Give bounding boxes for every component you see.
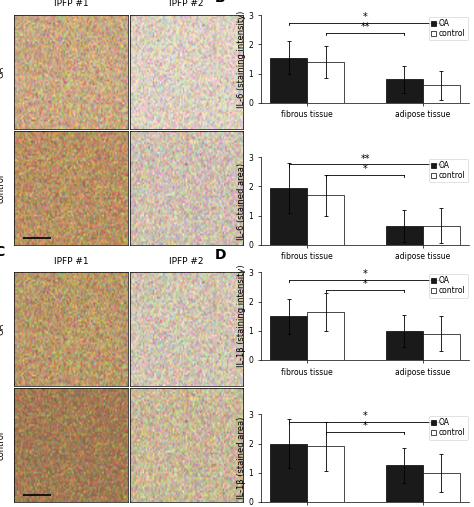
Bar	[307, 62, 344, 103]
Text: A: A	[0, 0, 5, 2]
Bar	[270, 316, 307, 360]
Bar	[386, 331, 423, 360]
Text: control: control	[0, 430, 5, 460]
Text: IPFP #2: IPFP #2	[169, 257, 204, 266]
Bar	[423, 85, 460, 103]
Text: *: *	[363, 269, 367, 279]
Y-axis label: IL-6 (stained area): IL-6 (stained area)	[237, 162, 246, 239]
Text: OA: OA	[0, 66, 5, 78]
Bar	[307, 195, 344, 245]
Bar	[386, 80, 423, 103]
Bar	[270, 444, 307, 502]
Text: IPFP #1: IPFP #1	[54, 257, 88, 266]
Legend: OA, control: OA, control	[429, 159, 468, 183]
Text: D: D	[215, 248, 227, 262]
Legend: OA, control: OA, control	[429, 17, 468, 41]
Bar	[386, 226, 423, 245]
Bar	[423, 334, 460, 360]
Bar	[423, 473, 460, 502]
Y-axis label: IL-6 (staining intensity): IL-6 (staining intensity)	[237, 10, 246, 107]
Text: control: control	[0, 173, 5, 203]
Text: *: *	[363, 421, 367, 431]
Text: **: **	[360, 22, 370, 32]
Text: IPFP #2: IPFP #2	[169, 0, 204, 9]
Y-axis label: IL-1β (staining intensity): IL-1β (staining intensity)	[237, 265, 246, 368]
Text: B: B	[215, 0, 226, 5]
Text: **: **	[360, 154, 370, 164]
Y-axis label: IL-1β (stained area): IL-1β (stained area)	[237, 417, 246, 499]
Text: C: C	[0, 245, 4, 259]
Bar	[307, 447, 344, 502]
Text: OA: OA	[0, 323, 5, 335]
Bar	[270, 188, 307, 245]
Legend: OA, control: OA, control	[429, 274, 468, 298]
Text: *: *	[363, 279, 367, 289]
Bar	[386, 465, 423, 502]
Text: *: *	[363, 12, 367, 22]
Bar	[270, 58, 307, 103]
Bar	[423, 226, 460, 245]
Text: IPFP #1: IPFP #1	[54, 0, 88, 9]
Text: *: *	[363, 164, 367, 174]
Legend: OA, control: OA, control	[429, 416, 468, 440]
Text: *: *	[363, 411, 367, 421]
Bar	[307, 312, 344, 360]
